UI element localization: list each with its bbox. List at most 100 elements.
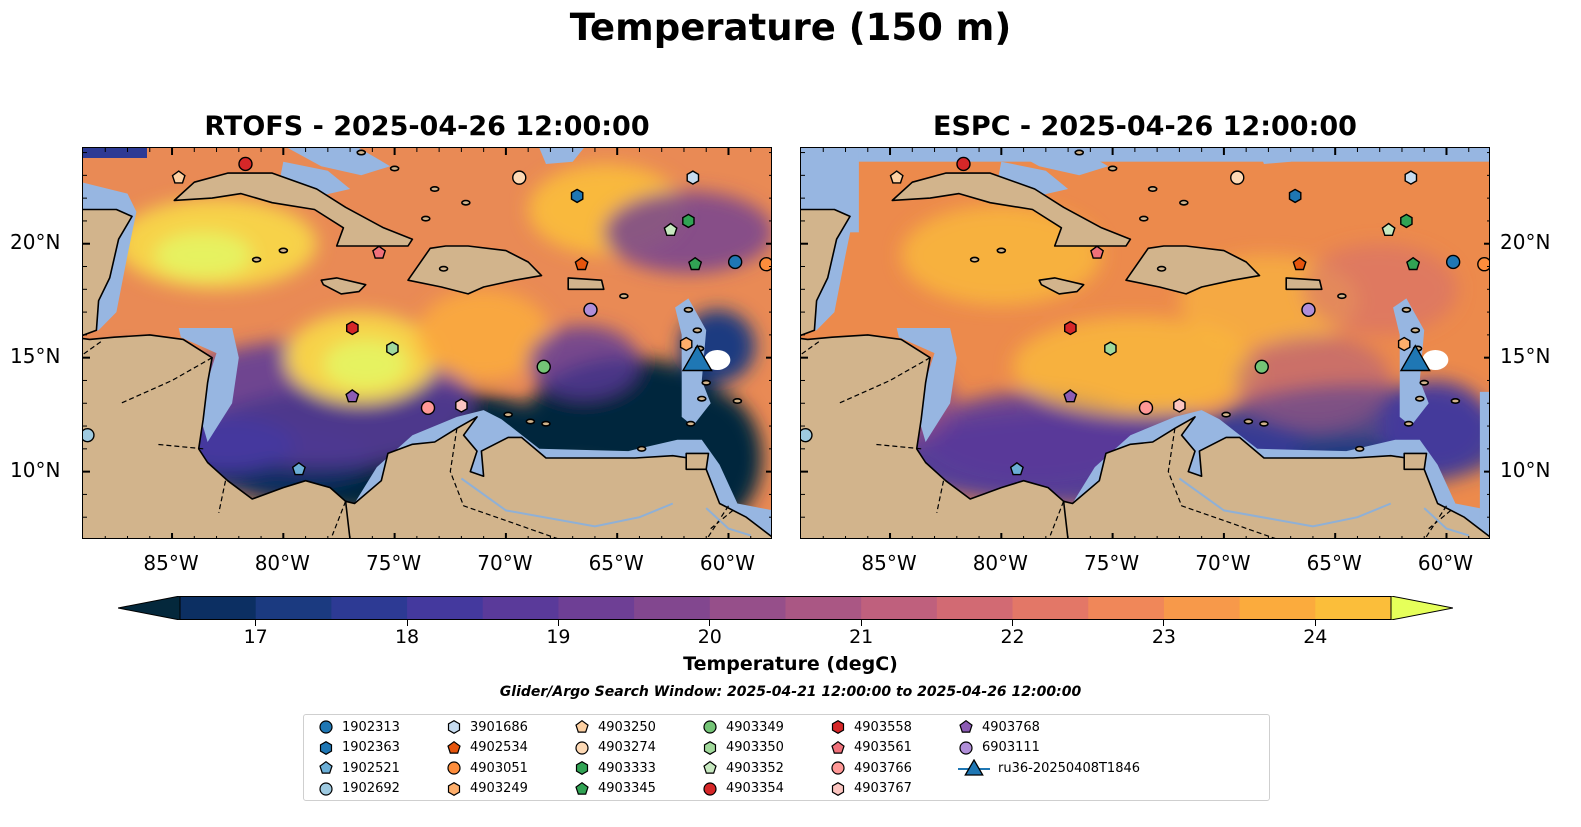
lon-tick-label: 70°W [1195, 551, 1251, 575]
legend-item[interactable]: 4903350 [702, 739, 784, 757]
legend-item[interactable]: ru36-20250408T1846 [958, 759, 1140, 777]
land-cuba [891, 172, 1132, 247]
legend-label: 4903333 [598, 760, 656, 776]
float-marker-6903111[interactable] [583, 302, 598, 318]
float-marker-4903558[interactable] [346, 320, 359, 336]
float-marker-4903333[interactable] [1400, 213, 1413, 229]
float-marker-4903558[interactable] [1064, 320, 1077, 336]
float-marker-1902521[interactable] [291, 461, 306, 476]
legend-item[interactable]: 1902313 [318, 718, 400, 736]
legend-item[interactable]: 4903249 [446, 780, 528, 798]
legend-item[interactable]: 1902521 [318, 759, 400, 777]
lat-tick-label-right: 15°N [1500, 343, 1551, 368]
lon-tick-label: 75°W [365, 551, 422, 575]
colorbar-tick-label: 24 [1303, 626, 1328, 648]
legend-item[interactable]: 1902363 [318, 739, 400, 757]
float-marker-4903352[interactable] [663, 222, 678, 237]
float-marker-4903352[interactable] [1381, 222, 1396, 237]
float-marker-4903561[interactable] [372, 245, 387, 259]
float-marker-1902521[interactable] [1009, 461, 1024, 476]
float-marker-1902313[interactable] [727, 254, 743, 270]
legend-marker-icon [447, 740, 461, 754]
float-marker-1902363[interactable] [570, 188, 584, 204]
legend-item[interactable]: 4903354 [702, 780, 784, 798]
legend-item[interactable]: 6903111 [958, 739, 1040, 757]
float-marker-3901686[interactable] [1404, 170, 1418, 185]
float-marker-4903249[interactable] [679, 336, 693, 352]
float-marker-4903274[interactable] [512, 170, 527, 185]
legend-item[interactable]: 4903352 [702, 759, 784, 777]
legend-item[interactable]: 4903767 [830, 780, 912, 798]
float-marker-4903249[interactable] [1397, 336, 1411, 352]
legend-item[interactable]: 4903766 [830, 759, 912, 777]
legend-item[interactable]: 4903561 [830, 739, 912, 757]
float-marker-4903354[interactable] [956, 156, 971, 172]
colorbar-tick-label: 18 [394, 626, 420, 648]
float-marker-4903766[interactable] [1138, 400, 1154, 416]
legend-label: ru36-20250408T1846 [998, 760, 1141, 776]
legend-marker-icon [575, 781, 589, 795]
legend-marker-icon [575, 719, 589, 733]
legend-item[interactable]: 4903345 [574, 780, 656, 798]
legend-item[interactable]: 3901686 [446, 718, 528, 736]
legend-marker-icon [319, 760, 333, 774]
legend-item[interactable]: 4903250 [574, 718, 656, 736]
float-marker-1902692[interactable] [801, 427, 813, 443]
float-marker-4903051[interactable] [759, 257, 772, 272]
legend-item[interactable]: 4903051 [446, 759, 528, 777]
legend-item[interactable]: 1902692 [318, 780, 400, 798]
float-marker-4903768[interactable] [345, 389, 360, 403]
lon-tick-label: 70°W [477, 551, 533, 575]
glider-marker[interactable] [681, 344, 713, 372]
legend-label: 4903345 [598, 781, 656, 796]
float-marker-4903766[interactable] [420, 400, 436, 416]
float-marker-4903350[interactable] [386, 341, 399, 356]
legend-item[interactable]: 4903274 [574, 739, 656, 757]
float-marker-4903349[interactable] [536, 359, 551, 374]
legend-item[interactable]: 4903333 [574, 759, 656, 777]
float-marker-6903111[interactable] [1301, 302, 1316, 318]
float-marker-1902692[interactable] [83, 427, 95, 443]
float-marker-4903345[interactable] [1406, 256, 1421, 271]
float-marker-4903561[interactable] [1090, 245, 1105, 259]
float-marker-1902313[interactable] [1445, 254, 1461, 270]
float-marker-4903349[interactable] [1254, 359, 1269, 374]
float-marker-4903768[interactable] [1063, 389, 1078, 403]
legend-marker-icon [959, 719, 973, 733]
legend-marker-icon [447, 761, 461, 775]
colorbar-tick-label: 21 [849, 626, 874, 648]
float-marker-4903250[interactable] [171, 170, 186, 184]
legend-item[interactable]: 4902534 [446, 739, 528, 757]
legend-label: 1902692 [342, 781, 400, 796]
colorbar-tick [557, 620, 559, 626]
legend-item[interactable]: 4903768 [958, 718, 1040, 736]
legend-item[interactable]: 4903349 [702, 718, 784, 736]
float-marker-4903051[interactable] [1477, 257, 1490, 272]
float-marker-4903350[interactable] [1104, 341, 1117, 356]
legend-marker-icon [703, 740, 717, 755]
legend-marker-icon [575, 761, 589, 775]
legend-marker-icon [447, 720, 461, 734]
float-marker-4903767[interactable] [455, 398, 468, 413]
espc-map-svg [801, 148, 1490, 538]
land-cuba [173, 172, 414, 247]
float-marker-4903354[interactable] [238, 156, 253, 172]
map-ticks [83, 148, 771, 538]
float-marker-4903274[interactable] [1230, 170, 1245, 185]
float-marker-4902534[interactable] [1292, 256, 1307, 271]
float-marker-3901686[interactable] [686, 170, 700, 185]
float-marker-4903250[interactable] [889, 170, 904, 184]
float-marker-4902534[interactable] [574, 256, 589, 271]
float-marker-4903345[interactable] [688, 256, 703, 271]
float-marker-4903333[interactable] [682, 213, 695, 229]
rtofs-map-panel[interactable] [82, 147, 772, 539]
legend-label: 4903767 [854, 781, 912, 796]
legend-item[interactable]: 4903558 [830, 718, 912, 736]
float-marker-4903767[interactable] [1173, 398, 1186, 413]
glider-marker[interactable] [1399, 344, 1431, 372]
legend-label: 4903249 [470, 781, 528, 796]
espc-map-panel[interactable] [800, 147, 1490, 539]
land-yucatan [801, 208, 851, 337]
legend-marker-icon [831, 740, 845, 754]
float-marker-1902363[interactable] [1288, 188, 1302, 204]
